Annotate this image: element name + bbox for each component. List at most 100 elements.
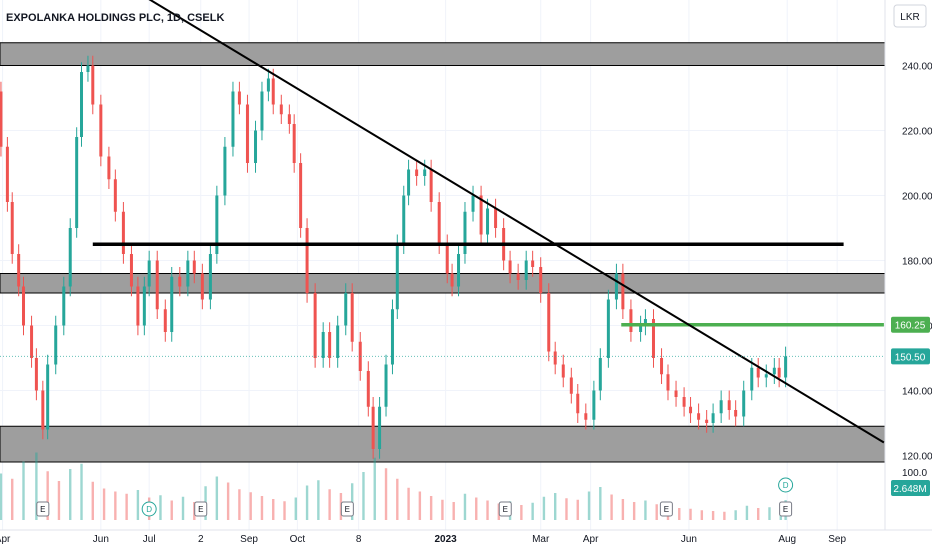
volume-bar	[384, 468, 388, 520]
dividend-marker[interactable]	[778, 477, 794, 493]
earnings-marker[interactable]	[779, 501, 793, 517]
x-tick-label: Sep	[828, 534, 846, 545]
candle-body	[621, 273, 625, 310]
volume-bar	[136, 490, 140, 520]
dividend-marker-letter: D	[783, 481, 789, 490]
volume-label-badge	[891, 480, 930, 496]
earnings-marker[interactable]	[659, 501, 673, 517]
dividend-marker-letter: D	[146, 505, 152, 514]
price-scale[interactable]: 120.00140.00160.00180.00200.00220.00240.…	[891, 62, 932, 497]
volume-bar	[22, 461, 25, 520]
candle-body	[660, 358, 664, 375]
volume-bar	[689, 508, 692, 520]
candle-body	[697, 413, 701, 420]
candle-body	[606, 299, 610, 358]
support-resistance-zones[interactable]	[0, 42, 886, 463]
candle-body	[429, 169, 433, 202]
volume-bar	[159, 495, 162, 520]
candle-body	[463, 211, 467, 254]
volume-bar	[317, 480, 320, 520]
chart-title: EXPOLANKA HOLDINGS PLC, 1D, CSELK	[6, 12, 224, 24]
candle-body	[772, 367, 776, 375]
candle-body	[486, 208, 490, 235]
earnings-marker[interactable]	[340, 501, 354, 517]
volume-bar	[328, 489, 331, 520]
candle-body	[531, 260, 535, 267]
price-label-badge	[891, 316, 930, 333]
price-label-text: 150.50	[895, 352, 926, 363]
volume-bar	[305, 485, 309, 520]
currency-button[interactable]	[893, 4, 927, 28]
earnings-marker[interactable]	[498, 501, 512, 517]
volume-bar	[294, 497, 297, 520]
volume-bar	[373, 457, 376, 520]
candle-body	[756, 367, 760, 378]
volume-bar	[260, 496, 264, 520]
candle-body	[223, 146, 227, 196]
candle-body	[46, 364, 50, 430]
x-tick-label: Mar	[532, 534, 550, 545]
candle-body	[415, 169, 419, 176]
candle-body	[147, 260, 151, 287]
candle-body	[592, 390, 596, 420]
candle-body	[344, 293, 348, 326]
candle-body	[287, 114, 291, 124]
x-tick-label: Oct	[290, 534, 306, 545]
candle-body	[155, 260, 159, 310]
candle-body	[479, 195, 483, 235]
candle-body	[266, 78, 270, 92]
volume-bar	[655, 504, 658, 520]
candle-body	[41, 390, 45, 430]
volume-bar	[565, 498, 568, 520]
candle-body	[384, 364, 388, 407]
candle-body	[471, 195, 475, 212]
candle-body	[62, 286, 66, 326]
candle-body	[178, 276, 182, 287]
price-zone-rectangle[interactable]	[0, 425, 886, 463]
candle-body	[539, 267, 543, 293]
time-scale[interactable]: Apr Jun Jul 2 Sep Oct 8 2023 Mar Apr Jun Aug Sep	[0, 534, 846, 545]
candle-body	[450, 273, 454, 287]
candle-body	[271, 78, 275, 105]
x-tick-label: Jul	[143, 534, 156, 545]
price-zone-rectangle[interactable]	[0, 42, 886, 66]
candle-body	[547, 293, 551, 352]
candle-body	[163, 309, 167, 332]
volume-bar	[678, 508, 681, 520]
candle-body	[170, 276, 174, 332]
dividend-marker[interactable]	[141, 501, 157, 517]
candle-body	[0, 91, 3, 147]
volume-bar	[734, 510, 737, 520]
volume-bar	[69, 469, 72, 520]
candle-body	[734, 410, 738, 417]
candle-body	[614, 273, 618, 300]
candle-body	[321, 332, 325, 358]
candle-body	[129, 254, 133, 287]
candle-body	[705, 419, 709, 423]
volume-bar	[91, 481, 94, 520]
candle-body	[136, 286, 140, 326]
candle-body	[75, 137, 79, 228]
drawn-lines[interactable]	[0, 0, 885, 444]
volume-tick-label: 100.0	[902, 468, 927, 479]
earnings-marker-letter: E	[198, 505, 203, 514]
candle-body	[215, 195, 219, 254]
volume-bar	[283, 501, 286, 520]
candle-body	[99, 104, 103, 157]
candle-body	[516, 273, 520, 280]
trendline[interactable]	[0, 0, 885, 444]
earnings-marker[interactable]	[36, 501, 50, 517]
candle-body	[350, 293, 354, 342]
y-tick-label: 140.00	[902, 387, 932, 398]
volume-bar	[520, 505, 523, 520]
candle-body	[22, 286, 26, 326]
event-markers[interactable]: E D E E E E E D	[36, 477, 794, 517]
candlestick-series	[0, 55, 788, 459]
earnings-marker[interactable]	[194, 501, 208, 517]
earnings-marker-letter: E	[503, 505, 508, 514]
volume-bar	[238, 489, 241, 520]
volume-bar	[362, 472, 365, 520]
candle-body	[674, 390, 678, 397]
candle-body	[113, 179, 117, 212]
